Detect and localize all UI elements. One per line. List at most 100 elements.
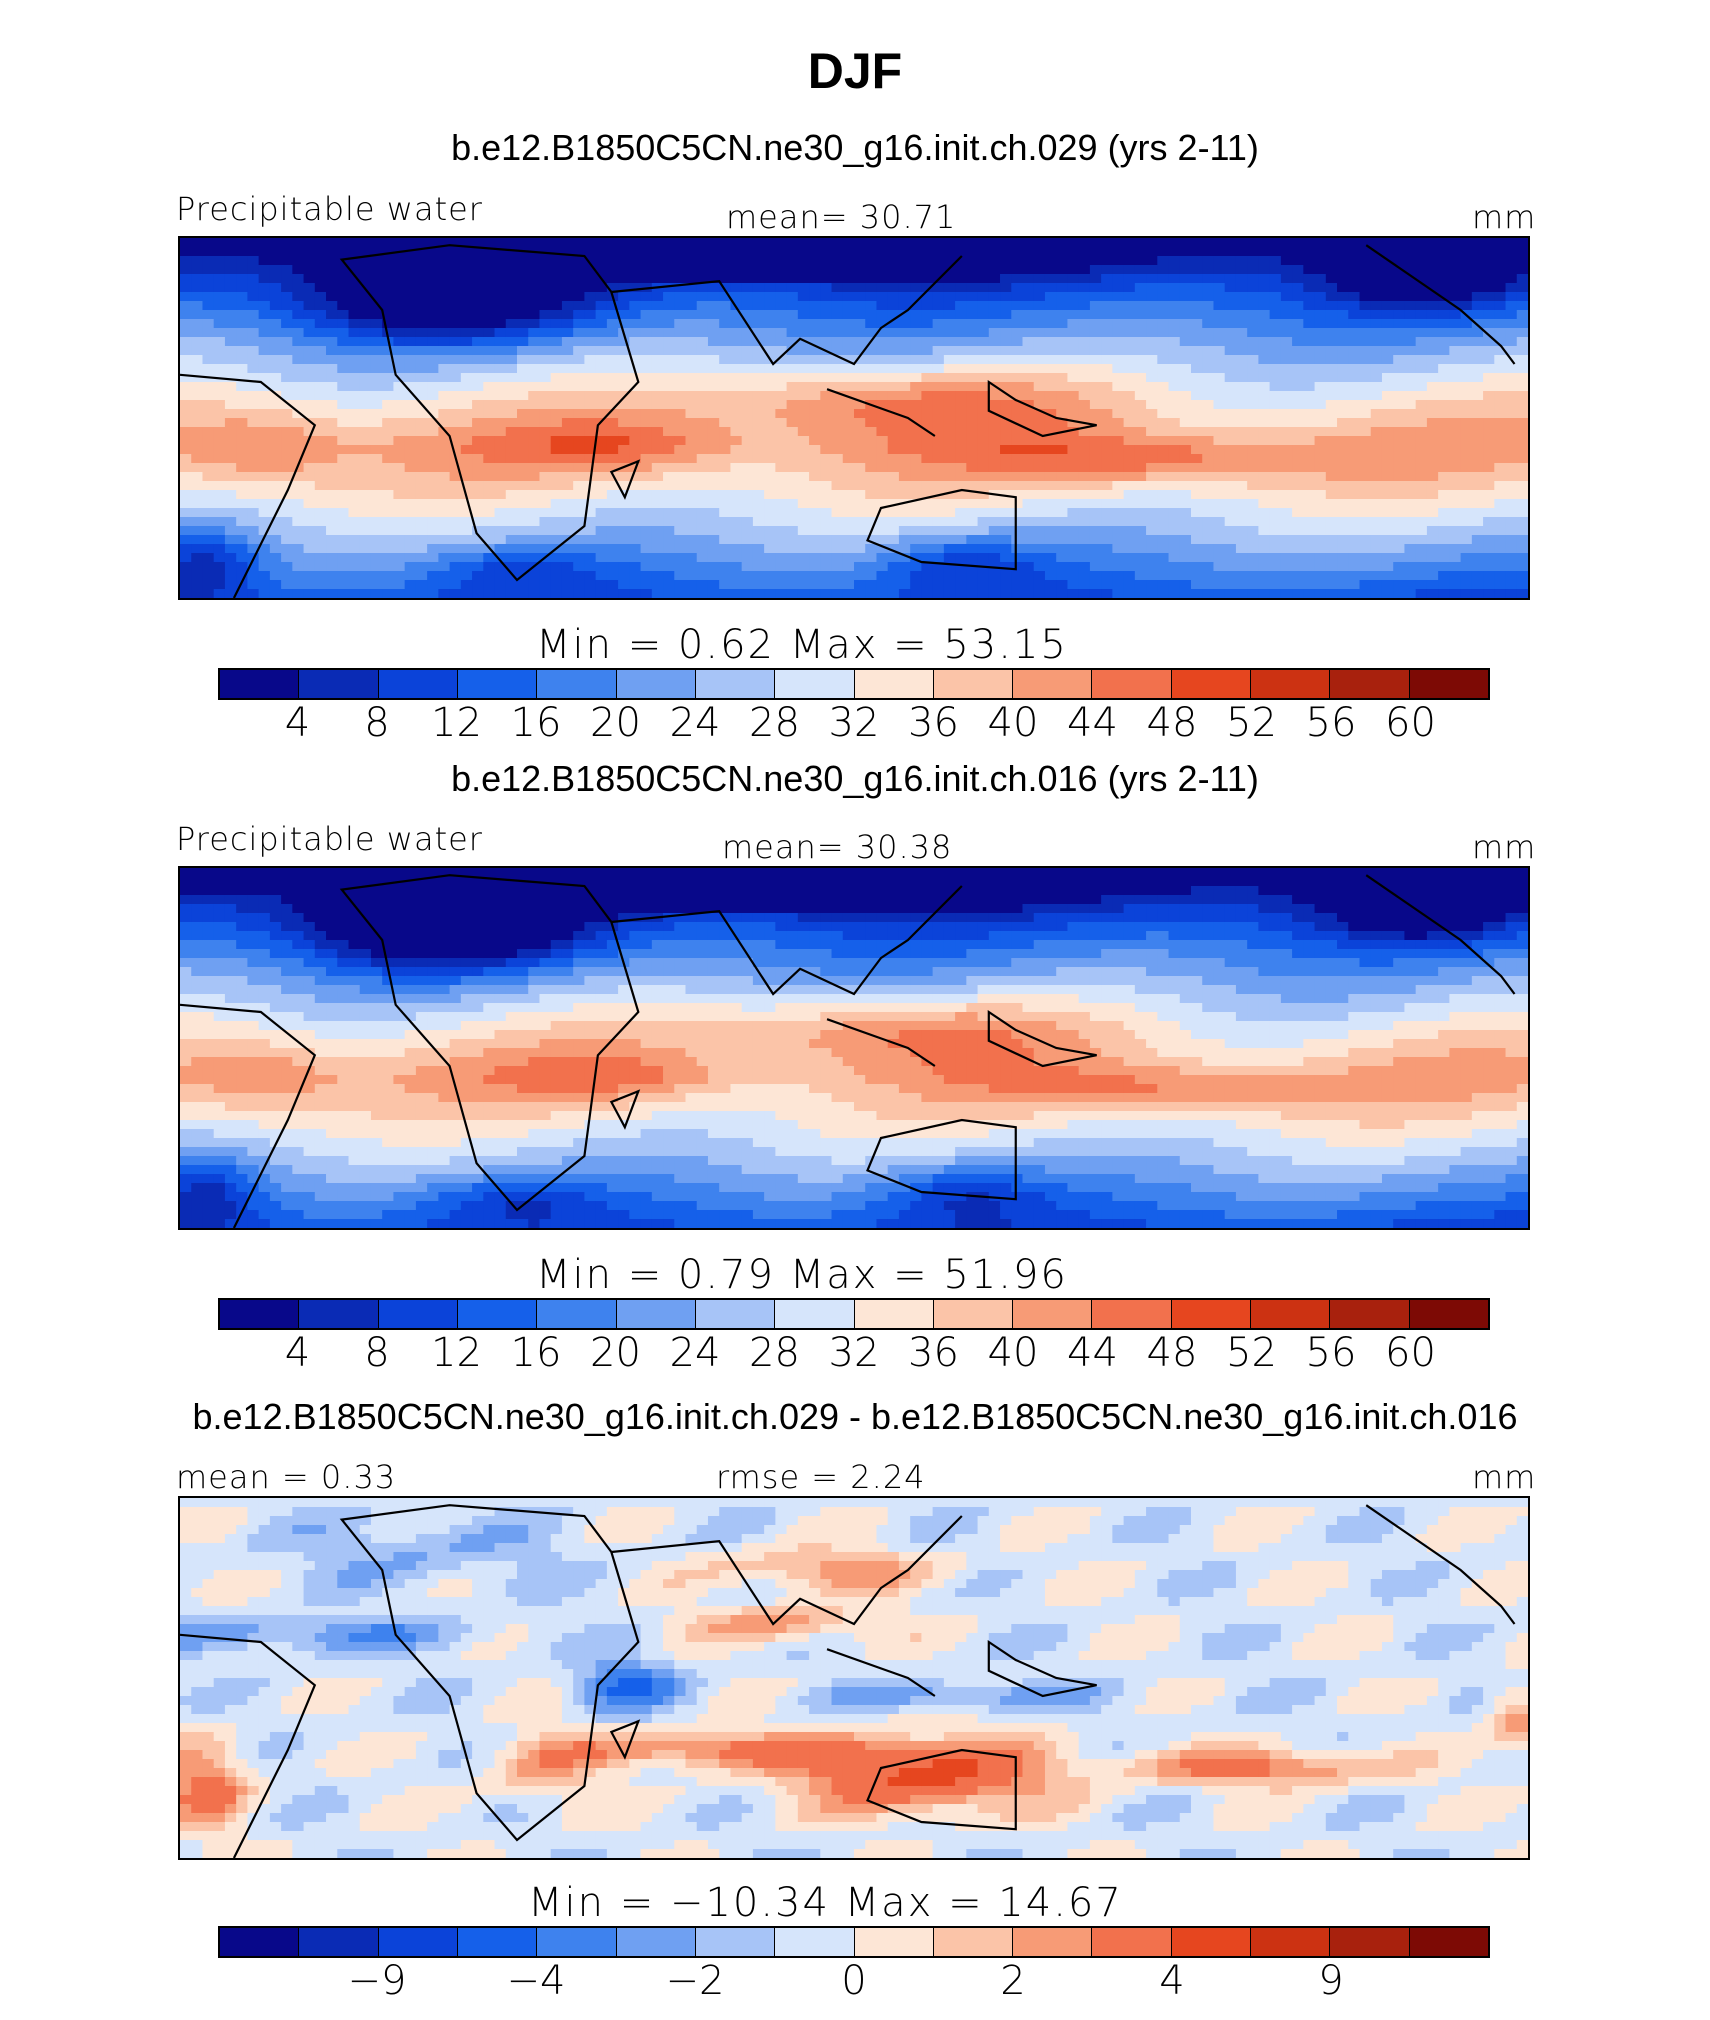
field-cell [988, 526, 1001, 536]
field-cell [292, 364, 305, 374]
field-cell [1202, 337, 1215, 347]
field-cell [1179, 247, 1192, 257]
field-cell [1337, 355, 1349, 365]
field-cell [842, 580, 855, 590]
field-cell [1449, 382, 1462, 392]
field-cell [224, 400, 237, 410]
field-cell [1370, 319, 1383, 329]
field-cell [584, 454, 597, 464]
field-cell [1415, 472, 1428, 482]
field-cell [1179, 580, 1192, 590]
field-cell [1426, 481, 1439, 491]
field-cell [595, 238, 608, 248]
field-cell [797, 454, 810, 464]
field-cell [786, 310, 799, 320]
field-cell [494, 274, 507, 284]
field-cell [988, 517, 1001, 527]
field-cell [865, 274, 878, 284]
field-cell [337, 571, 350, 581]
field-cell [629, 310, 642, 320]
field-cell [1516, 337, 1528, 347]
field-cell [460, 535, 473, 545]
field-cell [1202, 238, 1215, 248]
field-cell [1460, 436, 1473, 446]
panel-1-mean-label: mean= 30.71 [726, 198, 957, 236]
field-cell [741, 562, 754, 572]
field-cell [584, 310, 597, 320]
field-cell [1056, 490, 1069, 500]
field-cell [842, 265, 855, 275]
field-cell [865, 571, 878, 581]
field-cell [1000, 346, 1012, 356]
field-cell [258, 553, 271, 563]
field-cell [1337, 364, 1349, 374]
field-cell [921, 400, 934, 410]
field-cell [1179, 355, 1192, 365]
field-cell [707, 283, 720, 293]
field-cell [1494, 436, 1507, 446]
field-cell [224, 499, 237, 509]
field-cell [786, 535, 799, 545]
field-cell [1483, 481, 1495, 491]
field-cell [460, 355, 473, 365]
field-cell [595, 553, 608, 563]
field-cell [1089, 427, 1102, 437]
field-cell [629, 517, 642, 527]
field-cell [359, 553, 372, 563]
field-cell [1325, 490, 1338, 500]
field-cell [382, 481, 395, 491]
field-cell [1033, 454, 1046, 464]
field-cell [921, 472, 934, 482]
field-cell [561, 382, 574, 392]
field-cell [427, 319, 439, 329]
field-cell [1471, 256, 1484, 266]
field-cell [415, 256, 428, 266]
field-cell [797, 427, 810, 437]
field-cell [1505, 274, 1518, 284]
field-cell [505, 454, 518, 464]
field-cell [539, 508, 552, 518]
field-cell [1505, 418, 1518, 428]
field-cell [696, 499, 709, 509]
field-cell [1393, 544, 1406, 554]
field-cell [707, 517, 720, 527]
field-cell [640, 454, 653, 464]
field-cell [854, 265, 866, 275]
field-cell [797, 346, 810, 356]
field-cell [584, 499, 597, 509]
field-cell [202, 436, 215, 446]
field-cell [797, 589, 810, 598]
field-cell [191, 562, 204, 572]
field-cell [1292, 310, 1304, 320]
field-cell [415, 445, 428, 455]
field-cell [685, 490, 698, 500]
field-cell [1157, 436, 1170, 446]
field-cell [1157, 553, 1170, 563]
field-cell [258, 445, 271, 455]
field-cell [898, 382, 911, 392]
field-cell [1123, 265, 1136, 275]
field-cell [910, 292, 922, 302]
field-cell [854, 526, 866, 536]
field-cell [932, 346, 945, 356]
field-cell [539, 418, 552, 428]
field-cell [764, 553, 776, 563]
field-cell [651, 499, 664, 509]
field-cell [752, 247, 765, 257]
field-cell [1325, 526, 1338, 536]
field-cell [1426, 310, 1439, 320]
field-cell [1191, 274, 1203, 284]
field-cell [1314, 499, 1327, 509]
field-cell [1516, 508, 1528, 518]
field-cell [629, 508, 642, 518]
field-cell [1022, 553, 1035, 563]
field-cell [236, 409, 248, 419]
field-cell [1213, 517, 1226, 527]
field-cell [191, 292, 204, 302]
field-cell [314, 454, 327, 464]
field-cell [1292, 400, 1304, 410]
field-cell [348, 571, 361, 581]
field-cell [1505, 571, 1518, 581]
field-cell [584, 418, 597, 428]
field-cell [1337, 373, 1349, 383]
